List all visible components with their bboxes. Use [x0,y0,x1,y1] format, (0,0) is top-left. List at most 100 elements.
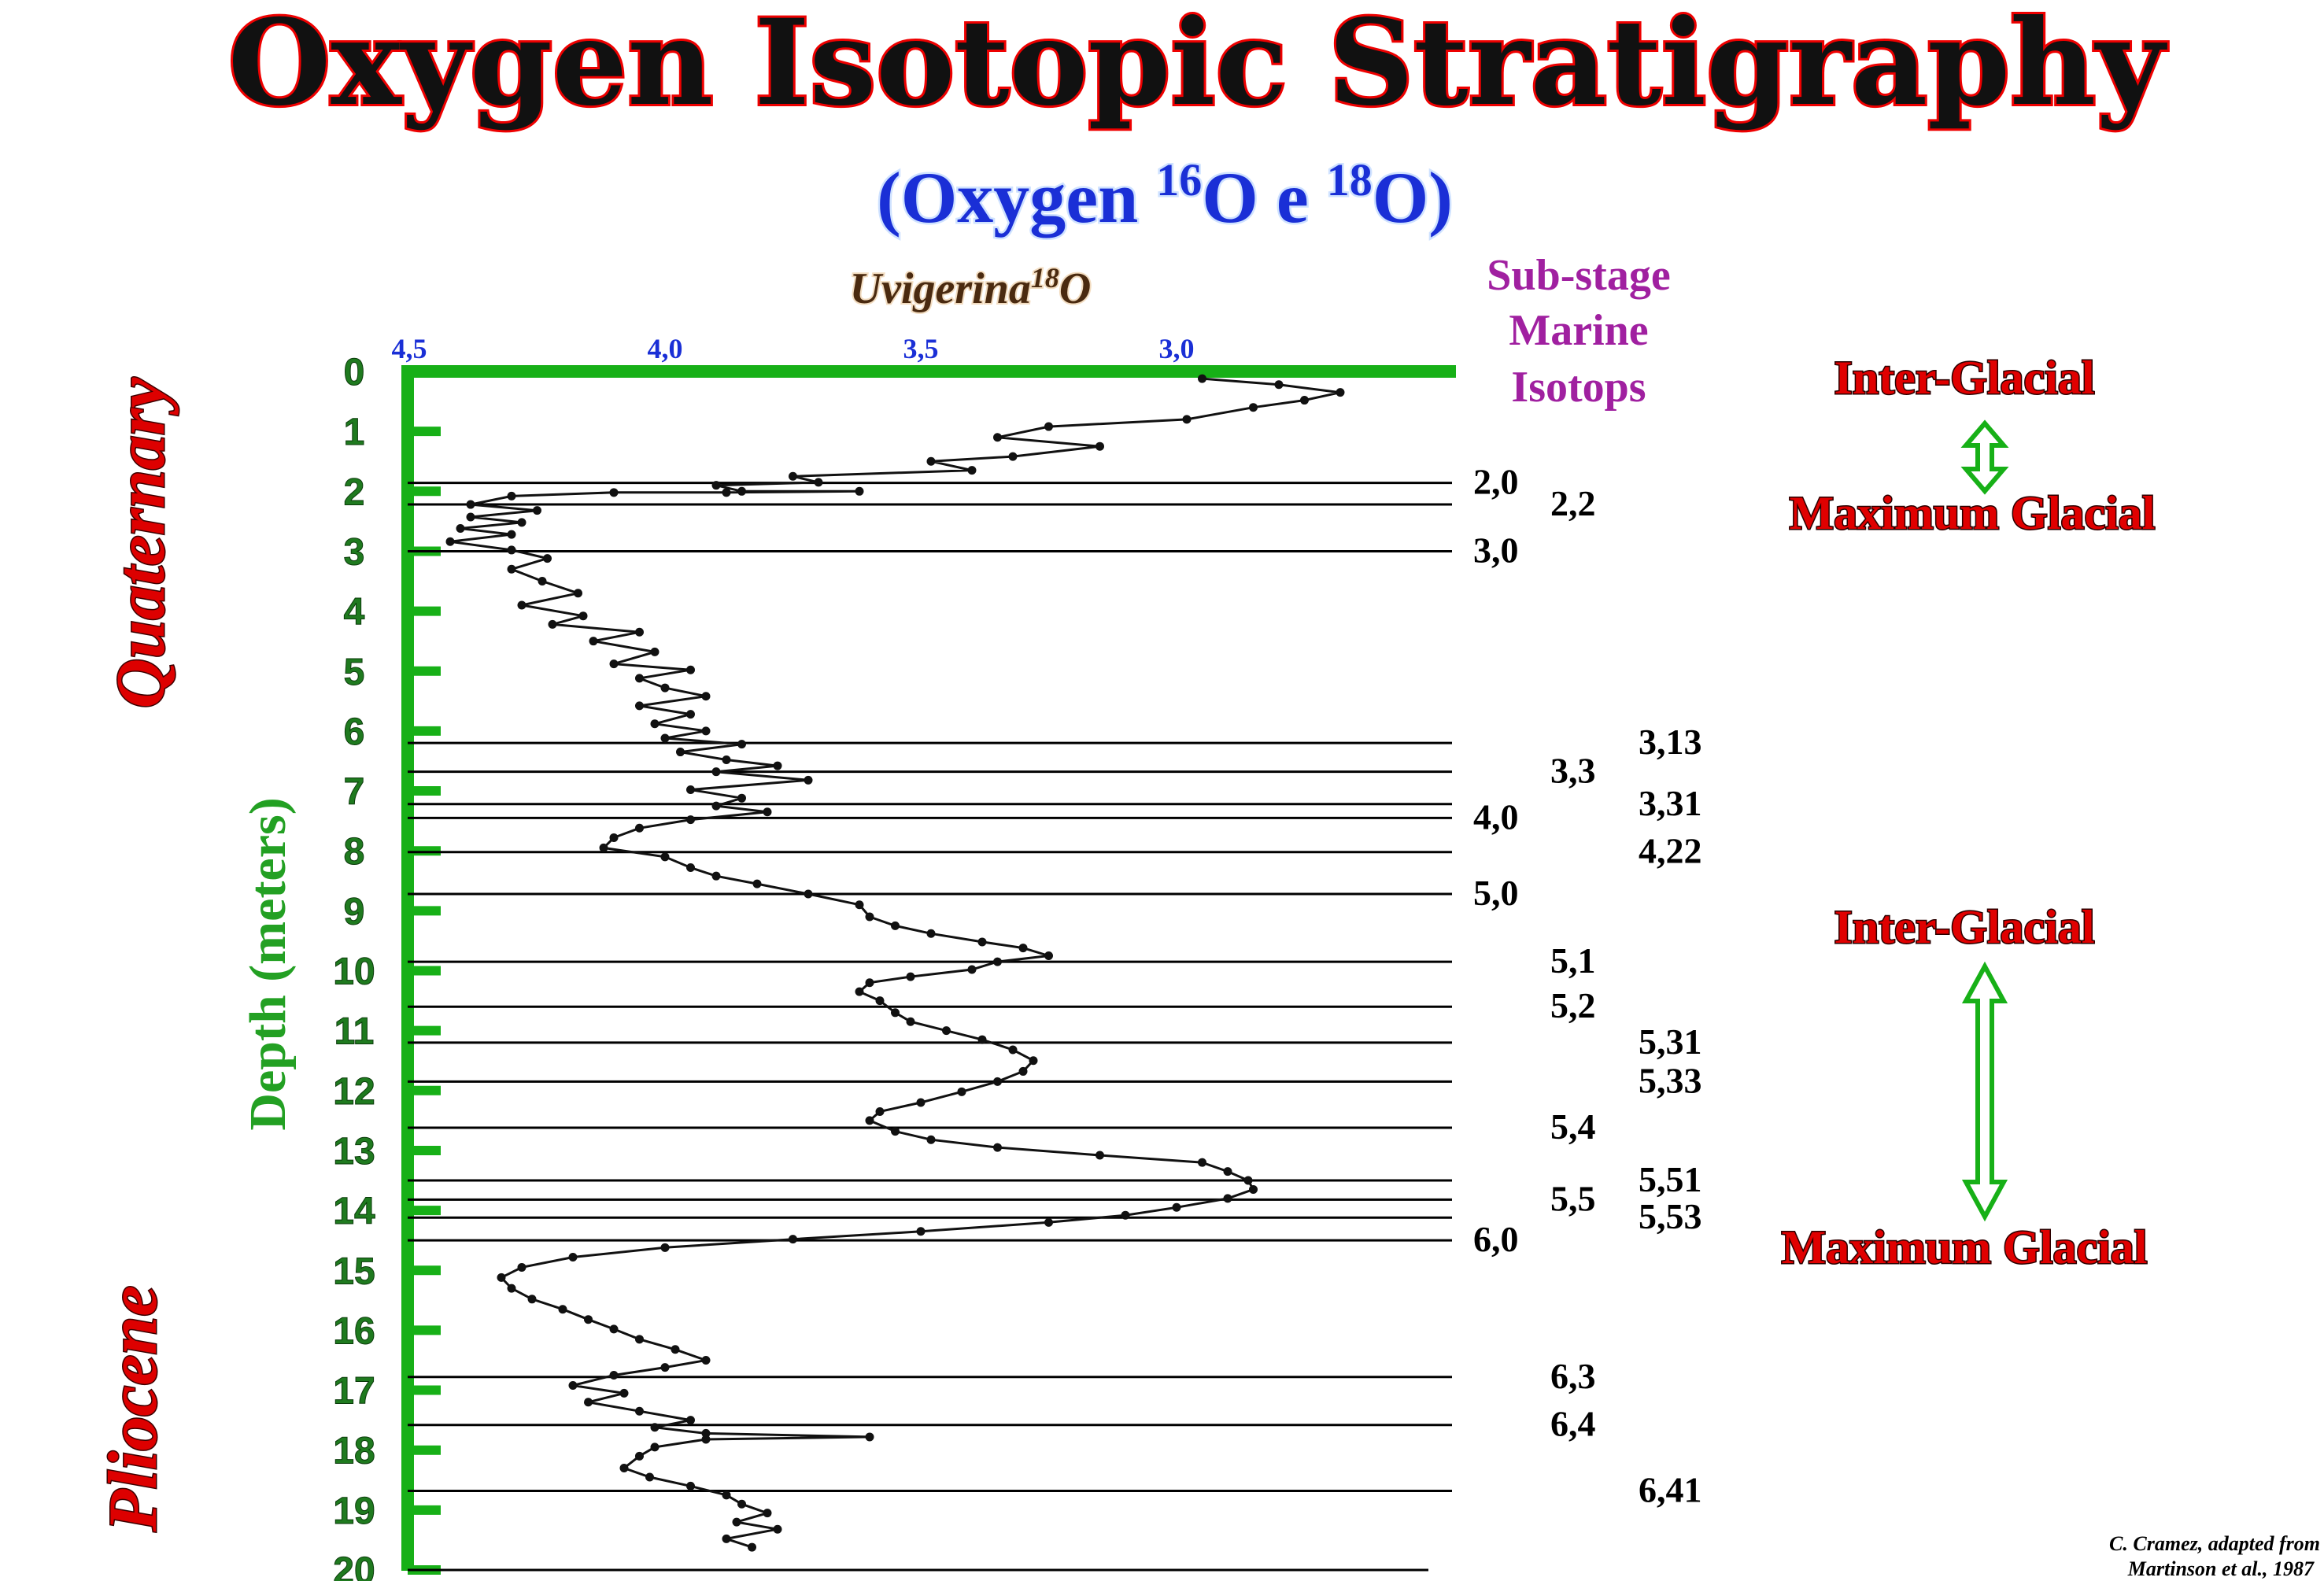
climate-interglacial-top: Inter-Glacial [1834,352,2094,404]
series-point [711,481,721,490]
epoch-pliocene: Pliocene [95,1286,172,1533]
series-point [507,491,516,501]
series-point [1095,441,1104,451]
series-point [650,647,660,656]
double-arrow-top-icon [1960,419,2009,495]
series-point [737,740,746,749]
series-point [558,1305,567,1314]
series-point [732,1517,741,1527]
stage-label: 6,0 [1473,1219,1519,1259]
stage-label: 5,33 [1639,1060,1702,1100]
y-tick-label: 2 [344,471,365,513]
x-tick-label: 3,5 [903,333,939,364]
substage-header-line1: Sub-stage [1487,251,1670,300]
credit-line2: Martinson et al., 1987 [2127,1557,2315,1580]
series-point [722,488,731,497]
series-point [507,545,516,555]
x-tick-label: 3,0 [1159,333,1195,364]
series-point [609,659,619,669]
series-point [456,524,465,534]
y-tick-label: 9 [344,891,365,933]
series-point [1198,374,1206,383]
double-arrow-bottom-icon [1961,961,2008,1222]
stage-label: 3,13 [1639,722,1702,762]
series-point [507,530,516,539]
stage-boundaries: 2,0 2,2 3,0 3,13 3,3 3,31 4,0 4,22 5,0 5,15,2 5,31… [408,462,1702,1509]
series-point [891,1127,900,1136]
series-point [589,637,598,646]
series-point [527,1295,537,1304]
series-point [574,589,582,598]
series-point [1300,396,1309,405]
series-point [660,683,670,693]
series-point [752,879,762,888]
series-point [584,1398,593,1407]
series-point [445,537,455,546]
subtitle-prefix: (Oxygen [877,157,1156,238]
series-point [609,833,619,842]
series-point [645,1472,654,1482]
series-point [584,1315,593,1324]
series-point [517,600,527,610]
series-point [722,755,731,764]
series-point [977,1035,987,1044]
stage-label: 3,0 [1473,530,1519,570]
y-tick-label: 4 [344,592,365,634]
series-point [1249,1184,1258,1194]
series-point [599,843,608,852]
y-tick-label: 1 [344,412,365,453]
series-point [635,1335,644,1344]
climate-glacial-bottom: Maximum Glacial [1782,1221,2148,1273]
series-point [1044,1217,1053,1227]
stage-label: 6,41 [1639,1469,1702,1509]
series-point [1223,1194,1232,1203]
x-tick-label: 4,5 [392,333,427,364]
series-line [449,377,1341,1549]
series-point [635,823,644,833]
series-point [466,512,475,522]
chart-subtitle: (Oxygen 16O e 18O) [877,154,1453,238]
series-point [855,900,864,910]
series-point [578,611,588,621]
series-point [701,1428,711,1438]
x-axis-ticks: 4,5 4,0 3,5 3,0 [392,333,1195,364]
series-point [804,775,813,785]
series-label-sup: 18 [1031,262,1059,294]
series-point [635,701,644,711]
series-point [737,486,746,496]
y-tick-label: 20 [333,1550,375,1581]
stage-label: 6,3 [1550,1356,1596,1396]
credit-line1: C. Cramez, adapted from [2109,1532,2320,1555]
y-tick-label: 7 [344,771,365,813]
stage-label: 6,4 [1550,1404,1596,1444]
stage-label: 3,3 [1550,751,1596,791]
series-point [1243,1176,1253,1185]
series-point [773,1524,782,1534]
series-point [568,1252,578,1261]
series-point [635,1406,644,1416]
series-point [548,619,557,629]
series-point [1008,452,1018,461]
y-tick-label: 15 [333,1250,375,1292]
series-point [1121,1210,1130,1220]
series-point [660,733,670,743]
stage-label: 4,22 [1639,831,1702,871]
series-point [865,1116,874,1125]
series-point [916,1098,926,1107]
series-point [804,889,813,899]
series-point [701,692,711,701]
stage-label: 5,31 [1639,1021,1702,1062]
series-point [711,767,721,777]
y-tick-label: 18 [333,1431,375,1472]
series-point [737,1499,746,1509]
series-point [619,1464,629,1473]
series-point [686,710,695,719]
series-point [543,554,552,563]
series-point [875,996,885,1006]
series-point [466,500,475,509]
series-point [619,1388,629,1398]
series-point [993,957,1002,966]
series-point [906,972,915,981]
series-point [609,1324,619,1334]
